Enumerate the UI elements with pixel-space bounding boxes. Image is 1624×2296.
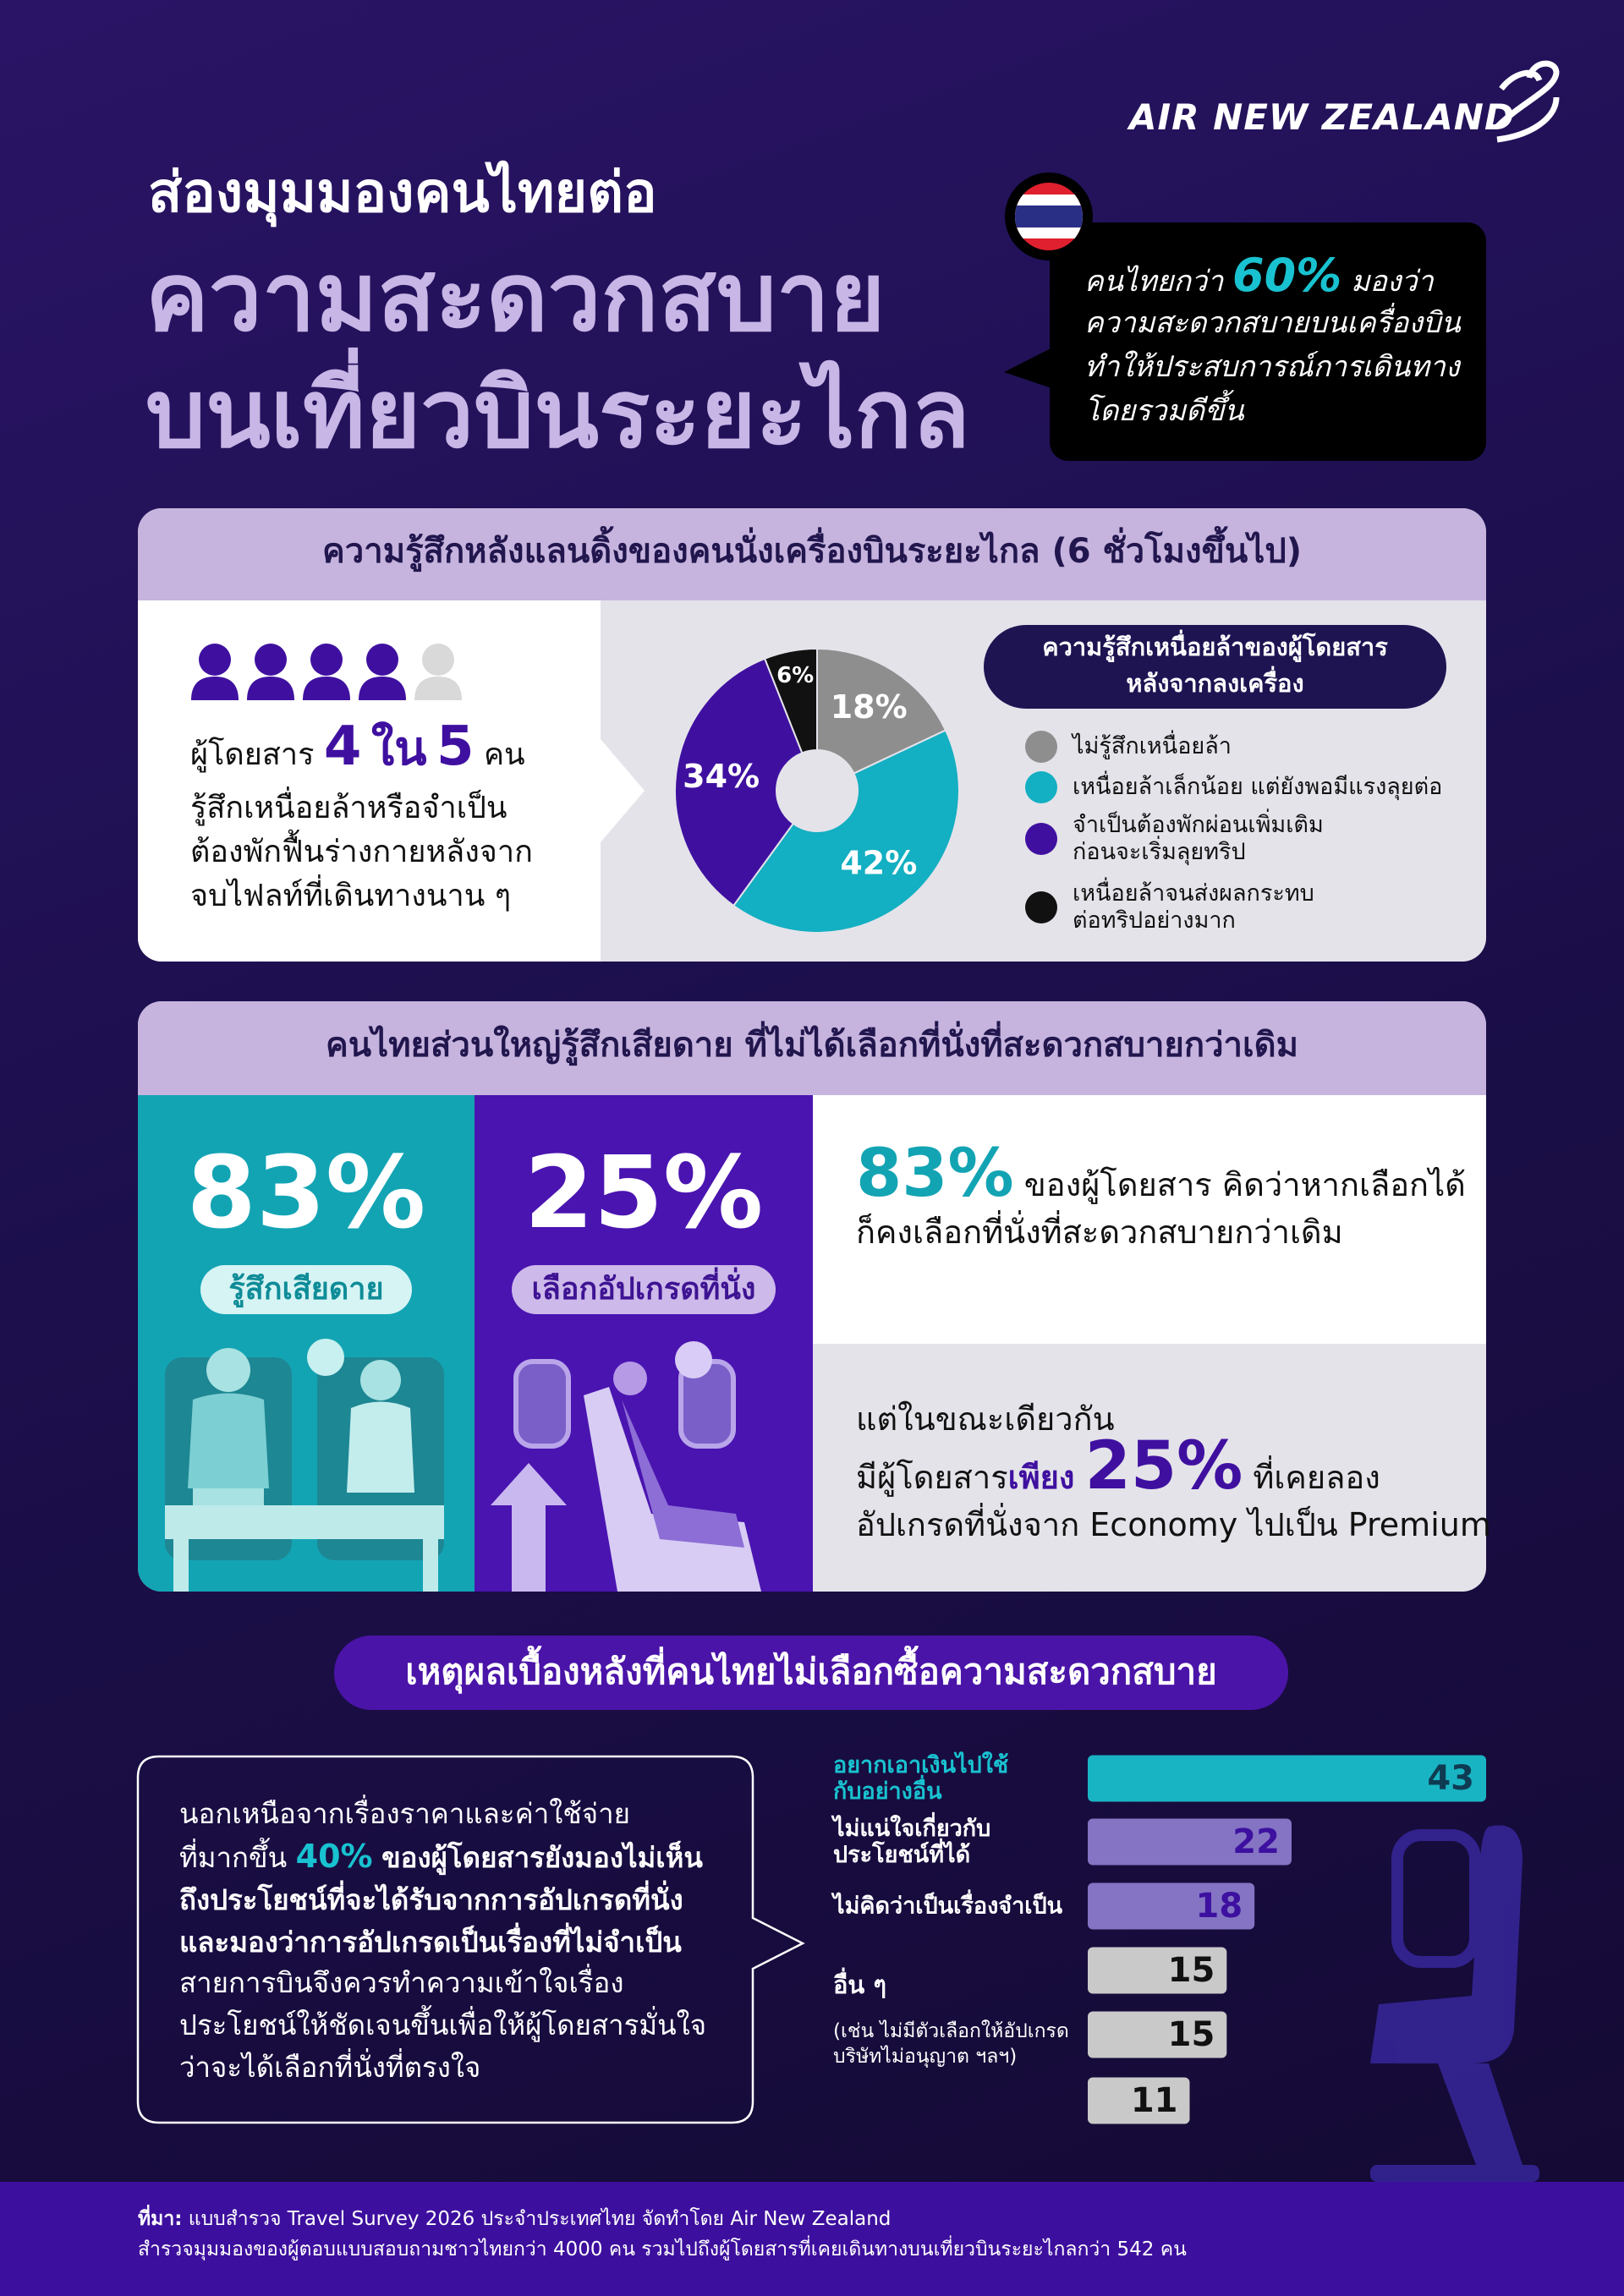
legend-marker <box>1025 891 1057 923</box>
footer-band <box>0 2182 1624 2296</box>
text-box <box>136 1755 805 2124</box>
legend-label: เหนื่อยล้าเล็กน้อย แต่ยังพอมีแรงลุยต่อ <box>1073 774 1443 800</box>
stat-line: ผู้โดยสาร 4 ใน 5 คน <box>190 720 525 781</box>
title-line3: บนเที่ยวบินระยะไกล <box>145 359 970 469</box>
bar <box>1088 1882 1255 1930</box>
pie-value-label: 34% <box>683 758 760 795</box>
stat-n2: 5 <box>436 715 475 778</box>
pie-value-label: 6% <box>776 663 814 688</box>
bar-value-label: 15 <box>1168 2015 1215 2054</box>
bar <box>1088 2011 1227 2058</box>
bar-category-label: ไม่แน่ใจเกี่ยวกับ ประโยชน์ที่ได้ <box>833 1816 991 1868</box>
note1-rest: ของผู้โดยสาร คิดว่าหากเลือกได้ ก็คงเลือก… <box>856 1166 1466 1251</box>
section3-title: เหตุผลเบื้องหลังที่คนไทยไม่เลือกซื้อความ… <box>405 1651 1217 1692</box>
card1-value: 83% <box>186 1134 426 1251</box>
thai-flag <box>1005 173 1093 260</box>
callout-before: คนไทยกว่า <box>1084 265 1224 299</box>
bar-value-label: 22 <box>1232 1822 1280 1861</box>
box-main: นอกเหนือจากเรื่องราคาและค่าใช้จ่าย ที่มา… <box>179 1793 703 1964</box>
note1-highlight: 83% <box>856 1136 1014 1212</box>
callout-after: มองว่า <box>1351 265 1434 299</box>
box-bold: ของผู้โดยสารยังมองไม่เห็น ถึงประโยชน์ที่… <box>179 1841 703 1959</box>
note2-emphasis: เพียง <box>1007 1459 1075 1496</box>
bar-group-label: อื่น ๆ <box>833 1970 886 2000</box>
bar <box>1088 1818 1292 1866</box>
callout-rest: ความสะดวกสบายบนเครื่องบิน ทำให้ประสบการณ… <box>1084 306 1461 428</box>
legend-marker <box>1025 771 1057 803</box>
legend-title: ความรู้สึกเหนื่อยล้าของผู้โดยสาร หลังจาก… <box>1042 633 1388 698</box>
bar-value-label: 18 <box>1195 1887 1243 1926</box>
bar <box>1088 1755 1486 1802</box>
bar <box>1088 1947 1227 1994</box>
card1-tag: รู้สึกเสียดาย <box>200 1265 412 1314</box>
bar-category-label: อยากเอาเงินไปใช้ กับอย่างอื่น <box>833 1752 1009 1805</box>
note2-before: แต่ในขณะเดียวกัน มีผู้โดยสาร <box>856 1400 1115 1496</box>
card2-value: 25% <box>524 1134 764 1251</box>
person-icons <box>191 644 462 700</box>
title-line1: ส่องมุมมองคนไทยต่อ <box>148 160 657 225</box>
section1-header: ความรู้สึกหลังแลนดิ้งของคนนั่งเครื่องบิน… <box>322 532 1302 571</box>
pie-slice <box>674 657 804 907</box>
stat-n1: 4 <box>323 715 362 778</box>
bar-value-label: 15 <box>1168 1951 1215 1990</box>
seat-illustration <box>1370 1825 1539 2182</box>
pie-slice <box>763 647 818 754</box>
note2-after: ที่เคยลอง อัปเกรดที่นั่งจาก Economy ไปเป… <box>856 1459 1491 1543</box>
footer-text: แบบสำรวจ Travel Survey 2026 ประจำประเทศไ… <box>138 2208 1187 2260</box>
section3-title-pill <box>334 1636 1288 1710</box>
pie-slice <box>816 647 947 775</box>
legend-label: เหนื่อยล้าจนส่งผลกระทบ ต่อทริปอย่างมาก <box>1073 880 1314 934</box>
legend-pill <box>984 625 1446 709</box>
pie-value-label: 18% <box>831 688 908 726</box>
logo: AIR NEW ZEALAND <box>1129 96 1515 138</box>
callout-box <box>1004 222 1486 461</box>
footer-label: ที่มา: <box>138 2208 183 2230</box>
logo-mark <box>1495 60 1560 143</box>
teal-illustration <box>165 1339 444 1592</box>
stat-before: ผู้โดยสาร <box>190 737 315 772</box>
purple-illustration <box>491 1341 761 1592</box>
note2-highlight: 25% <box>1084 1428 1243 1504</box>
callout-highlight: 60% <box>1232 249 1342 302</box>
title-line2: ความสะดวกสบาย <box>145 243 886 353</box>
section2-header: คนไทยส่วนใหญ่รู้สึกเสียดาย ที่ไม่ได้เลือ… <box>325 1026 1299 1065</box>
bar-category-label: ไม่คิดว่าเป็นเรื่องจำเป็น <box>833 1893 1063 1920</box>
bar <box>1088 2077 1190 2124</box>
box-before: นอกเหนือจากเรื่องราคาและค่าใช้จ่าย ที่มา… <box>179 1797 630 1874</box>
legend-marker <box>1025 823 1057 855</box>
stat-after: คน <box>483 737 525 772</box>
pie-value-label: 42% <box>840 845 917 882</box>
legend-label: ไม่รู้สึกเหนื่อยล้า <box>1073 733 1232 759</box>
stat-mid: ใน <box>370 721 427 776</box>
note1: 83% ของผู้โดยสาร คิดว่าหากเลือกได้ ก็คงเ… <box>856 1141 1466 1256</box>
legend-marker <box>1025 731 1057 763</box>
bar-value-label: 11 <box>1131 2081 1178 2120</box>
callout-text: คนไทยกว่า 60% มองว่า <box>1084 253 1434 304</box>
legend-label: จำเป็นต้องพักผ่อนเพิ่มเติม ก่อนจะเริ่มลุ… <box>1073 812 1324 865</box>
note2: แต่ในขณะเดียวกัน มีผู้โดยสารเพียง 25% ที… <box>856 1395 1491 1548</box>
bar-value-label: 43 <box>1427 1759 1474 1798</box>
box-after: สายการบินจึงควรทำความเข้าใจเรื่อง ประโยช… <box>179 1966 707 2084</box>
pie-slice <box>732 729 960 934</box>
box-highlight: 40% <box>295 1838 373 1875</box>
card2-tag: เลือกอัปเกรดที่นั่ง <box>512 1265 776 1314</box>
bar-group-note: (เช่น ไม่มีตัวเลือกให้อัปเกรด บริษัทไม่อ… <box>833 2020 1069 2068</box>
stat-rest: รู้สึกเหนื่อยล้าหรือจำเป็น ต้องพักฟื้นร่… <box>190 791 533 913</box>
footer: ที่มา: แบบสำรวจ Travel Survey 2026 ประจำ… <box>138 2204 1187 2265</box>
